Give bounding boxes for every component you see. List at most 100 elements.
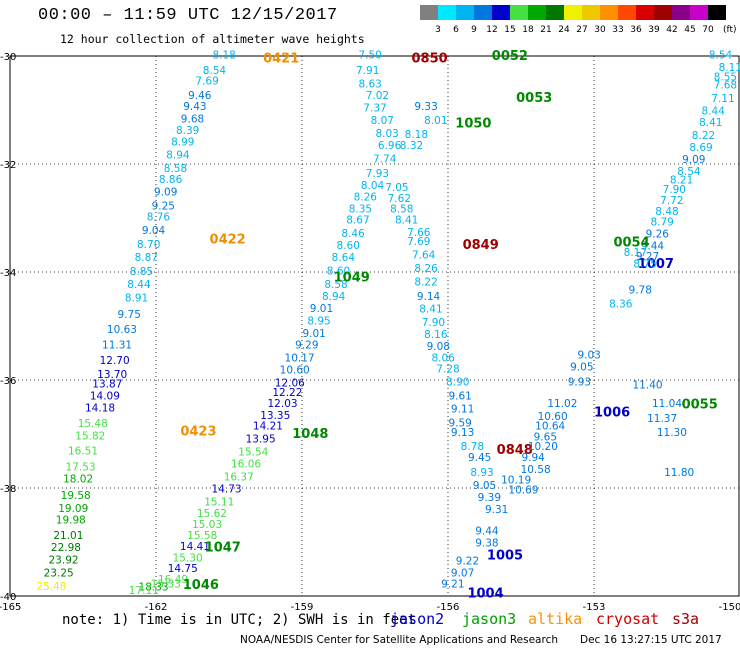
pass-time-label: 1007 [638,257,674,272]
scale-tick-label: 45 [684,25,696,35]
pass-time-label: 1047 [205,540,241,555]
pass-time-label: 0849 [463,238,499,253]
scale-tick-label: 18 [522,25,534,35]
swh-value: 11.04 [652,398,682,410]
swh-value: 12.06 [275,377,305,389]
swh-value: 9.07 [451,568,474,580]
swh-value: 14.73 [212,483,242,495]
swh-value: 16.06 [231,458,261,470]
swh-value: 8.46 [341,228,365,240]
swh-value: 9.44 [475,525,499,537]
swh-value: 7.90 [663,184,686,196]
swh-value: 9.04 [142,225,166,237]
legend-jason3: jason3 [462,610,517,628]
swh-value: 8.26 [414,263,438,275]
swh-value: 9.01 [302,328,325,340]
pass-time-label: 0422 [210,233,246,248]
swh-value: 23.25 [44,568,74,580]
swh-value: 19.09 [58,503,88,515]
swh-value: 15.48 [78,418,108,430]
swh-value: 8.54 [709,50,733,62]
swh-value: 13.35 [260,410,290,422]
pass-time-label: 1004 [467,586,503,601]
swh-value: 8.54 [677,166,701,178]
swh-value: 7.91 [356,65,379,77]
scale-swatch [456,5,474,20]
scale-tick-label: 30 [594,25,606,35]
swh-value: 8.21 [670,174,693,186]
legend-jason2: jason2 [390,610,445,628]
swh-value: 22.98 [51,542,81,554]
scale-swatch [510,5,528,20]
swh-value: 8.87 [135,252,158,264]
swh-value: 9.13 [451,427,474,439]
swh-value: 11.40 [633,380,663,392]
swh-value: 8.79 [650,217,673,229]
generated-timestamp: Dec 16 13:27:15 UTC 2017 [580,634,722,646]
swh-value: 8.18 [405,129,428,141]
swh-value: 8.55 [714,71,737,83]
swh-value: 7.66 [407,227,431,239]
swh-value: 9.29 [295,340,318,352]
swh-value: 8.76 [147,212,171,224]
scale-tick-label: 42 [666,25,678,35]
scale-swatch [636,5,654,20]
swh-value: 9.61 [448,390,471,402]
swh-value: 15.33 [151,578,181,590]
swh-value: 9.46 [188,90,212,102]
swh-value: 8.41 [395,214,418,226]
swh-value: 17.11 [129,585,159,597]
swh-value: 15.11 [204,496,234,508]
swh-value: 11.30 [657,427,687,439]
scale-swatch [582,5,600,20]
swh-value: 7.28 [436,363,459,375]
swh-value: 8.36 [609,299,633,311]
swh-value: 9.11 [451,403,474,415]
swh-value: 8.91 [125,293,148,305]
swh-value: 7.69 [407,236,430,248]
scale-swatch [564,5,582,20]
pass-time-label: 0848 [497,443,533,458]
swh-value: 8.11 [719,62,740,74]
swh-value: 9.94 [521,452,545,464]
lat-tick-label: -36 [0,376,16,387]
swh-value: 9.59 [448,417,471,429]
swh-value: 7.93 [366,168,389,180]
scale-swatch [672,5,690,20]
swh-value: 9.65 [534,431,557,443]
swh-value: 15.58 [187,530,217,542]
swh-value: 8.70 [137,239,160,251]
swh-value: 8.67 [346,214,369,226]
swh-value: 7.68 [714,79,737,91]
swh-value: 8.01 [424,115,447,127]
swh-value: 10.63 [107,324,137,336]
swh-value: 9.09 [154,186,177,198]
swh-value: 9.43 [183,101,206,113]
pass-time-label: 1050 [455,117,491,132]
map-subtitle: 12 hour collection of altimeter wave hei… [60,32,365,46]
swh-value: 8.04 [361,180,385,192]
swh-value: 7.02 [366,90,389,102]
scale-tick-label: 27 [576,25,588,35]
swh-value: 7.05 [385,182,408,194]
swh-value: 9.38 [475,537,498,549]
swh-value: 8.58 [164,163,187,175]
swh-value: 8.75 [633,259,656,271]
swh-value: 16.37 [224,471,254,483]
swh-value: 14.41 [180,541,210,553]
lon-tick-label: -150 [719,602,740,613]
swh-value: 9.75 [118,309,141,321]
swh-value: 8.99 [171,137,194,149]
swh-value: 9.78 [629,285,652,297]
lon-tick-label: -165 [0,602,21,613]
swh-value: 8.32 [400,140,423,152]
swh-value: 8.58 [390,204,413,216]
swh-value: 8.90 [446,376,469,388]
swh-value: 8.16 [424,329,448,341]
legend-altika: altika [528,610,583,628]
swh-value: 15.30 [173,552,203,564]
swh-value: 7.11 [711,93,734,105]
swh-value: 9.03 [577,349,600,361]
swh-value: 10.60 [280,365,310,377]
